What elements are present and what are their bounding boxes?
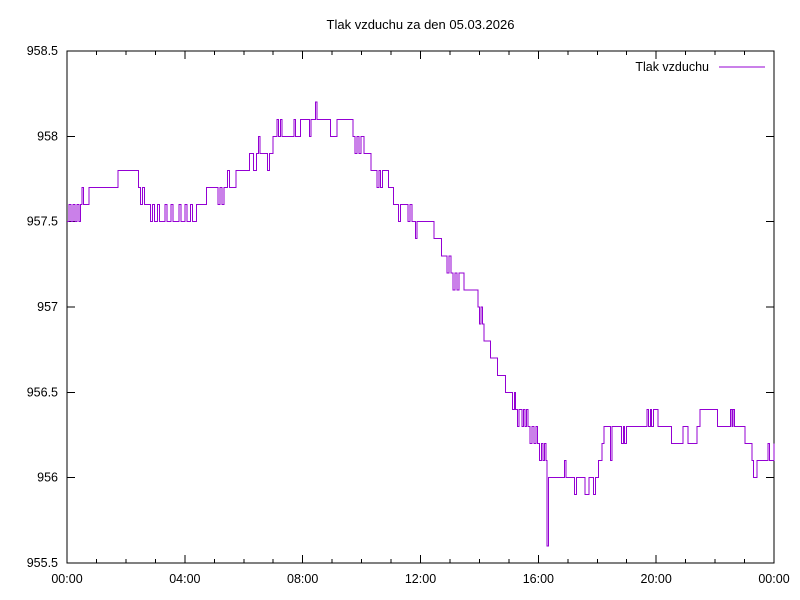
- y-tick-label: 957: [37, 300, 58, 314]
- legend: Tlak vzduchu: [635, 60, 765, 74]
- legend-label: Tlak vzduchu: [635, 60, 709, 74]
- plot-border: [66, 50, 775, 564]
- x-tick-label: 08:00: [287, 572, 318, 586]
- x-tick-label: 16:00: [523, 572, 554, 586]
- chart-title: Tlak vzduchu za den 05.03.2026: [326, 17, 515, 32]
- x-tick-label: 12:00: [405, 572, 436, 586]
- x-tick-label: 00:00: [51, 572, 82, 586]
- x-tick-label: 20:00: [641, 572, 672, 586]
- legend-line-sample: [719, 66, 765, 68]
- y-tick-label: 958.5: [27, 44, 58, 58]
- pressure-line: [67, 101, 775, 547]
- y-tick-label: 957.5: [27, 215, 58, 229]
- y-tick-label: 955.5: [27, 556, 58, 570]
- y-tick-label: 956: [37, 471, 58, 485]
- x-tick-label: 00:00: [758, 572, 789, 586]
- x-tick-label: 04:00: [169, 572, 200, 586]
- y-tick-label: 956.5: [27, 385, 58, 399]
- y-tick-label: 958: [37, 129, 58, 143]
